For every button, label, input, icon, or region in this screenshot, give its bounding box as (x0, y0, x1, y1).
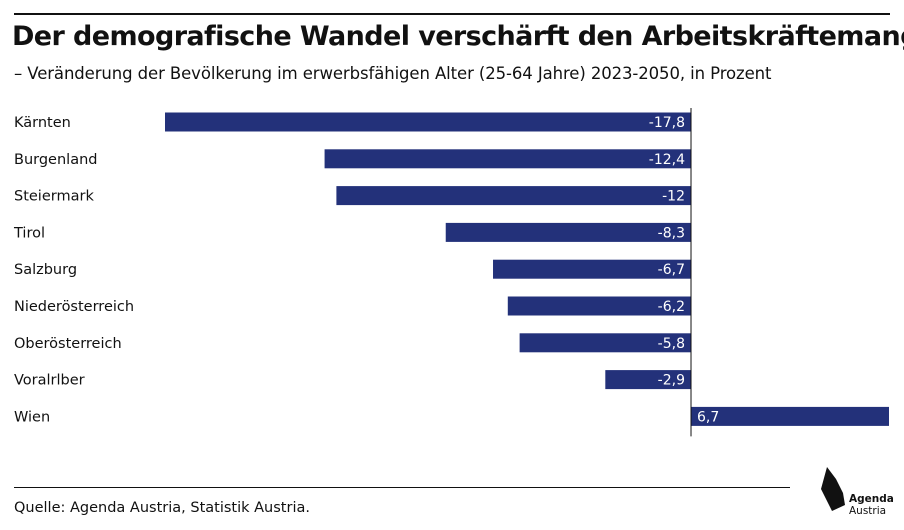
value-label: 6,7 (697, 409, 719, 425)
category-label: Burgenland (14, 152, 97, 168)
bar (605, 370, 692, 390)
source-note: Quelle: Agenda Austria, Statistik Austri… (14, 500, 310, 516)
category-label: Steiermark (14, 189, 94, 205)
category-label: Kärnten (14, 115, 71, 131)
bar (691, 406, 889, 426)
bar (445, 222, 692, 242)
value-label: -2,9 (658, 373, 685, 389)
chart-subtitle: – Veränderung der Bevölkerung im erwerbs… (14, 64, 772, 83)
category-label: Niederösterreich (14, 299, 134, 315)
category-label: Salzburg (14, 262, 77, 278)
bar (519, 333, 692, 353)
bar (336, 186, 692, 206)
logo-text-agenda: Agenda (849, 493, 894, 505)
bar (165, 112, 692, 132)
bar (493, 259, 692, 279)
bar (507, 296, 692, 316)
category-label: Tirol (13, 225, 45, 241)
top-rule (14, 13, 890, 15)
value-label: -8,3 (658, 225, 685, 241)
value-label: -5,8 (658, 336, 685, 352)
value-label: -6,2 (658, 299, 685, 315)
chart-title: Der demografische Wandel verschärft den … (12, 21, 904, 52)
logo-text-austria: Austria (849, 505, 887, 517)
category-label: Voralrlber (14, 373, 85, 389)
bar (324, 149, 692, 169)
agenda-austria-logo-icon (821, 467, 845, 511)
bottom-rule (14, 487, 790, 488)
value-label: -17,8 (649, 115, 685, 131)
value-label: -6,7 (658, 262, 685, 278)
bar-chart: Kärnten -17,8 Burgenland -12,4 Steiermark -12… (13, 108, 889, 437)
value-label: -12 (662, 189, 685, 205)
value-label: -12,4 (649, 152, 685, 168)
category-label: Oberösterreich (14, 336, 122, 352)
category-label: Wien (14, 409, 50, 425)
